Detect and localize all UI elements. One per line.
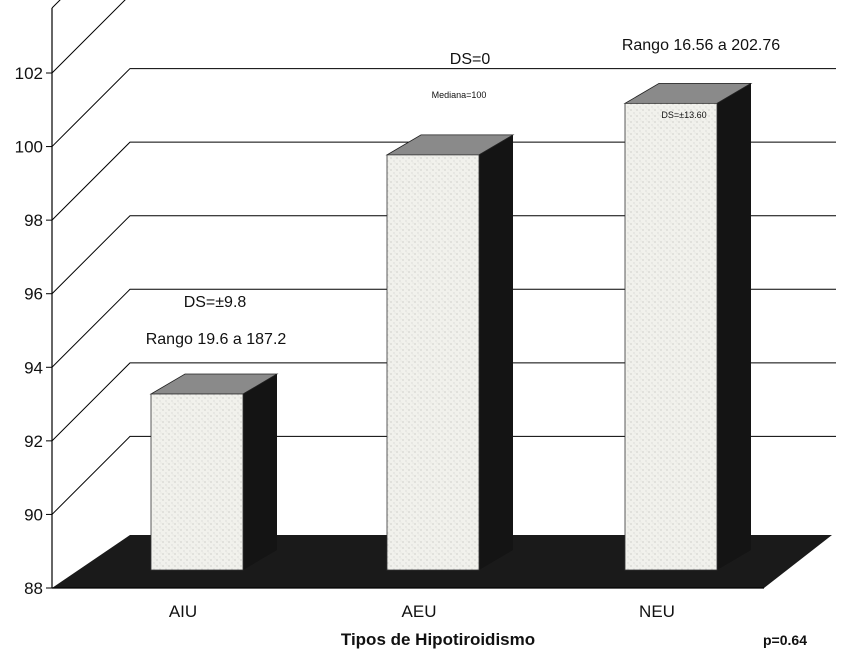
gridline [51, 0, 61, 9]
gridline [51, 215, 836, 295]
bar-side-face [479, 134, 513, 570]
x-tick-label: AIU [169, 602, 197, 621]
gridline [51, 0, 126, 74]
gridline [51, 435, 836, 515]
data-annotation: Rango 19.6 a 187.2 [146, 331, 287, 348]
y-tick-label: 96 [24, 285, 43, 304]
x-tick-labels: AIU AEU NEU [169, 602, 675, 621]
bar [150, 393, 244, 571]
y-tick-label: 100 [15, 138, 43, 157]
gridline [51, 288, 836, 368]
y-tick-label: 94 [24, 358, 43, 377]
data-annotation: Rango 16.56 a 202.76 [622, 37, 780, 54]
annotations: DS=±9.8 Rango 19.6 a 187.2 DS=0 Mediana=100… [146, 37, 781, 348]
data-annotation: DS=±13.60 [661, 110, 706, 120]
data-annotation: DS=±9.8 [184, 294, 247, 311]
grid-lines [51, 0, 836, 515]
bars [149, 82, 753, 571]
y-tick-label: 88 [24, 579, 43, 598]
data-annotation: Mediana=100 [432, 90, 487, 100]
bar [386, 154, 480, 571]
y-axis: 88 90 92 94 96 98 100 102 [15, 8, 53, 598]
gridline [51, 362, 836, 442]
gridline [51, 68, 836, 147]
bar [624, 102, 718, 571]
x-axis-label: Tipos de Hipotiroidismo [341, 630, 535, 649]
y-tick-label: 92 [24, 432, 43, 451]
bar-side-face [717, 83, 751, 571]
bar-side-face [243, 374, 277, 570]
data-annotation: DS=0 [450, 51, 491, 68]
y-tick-label: 90 [24, 505, 43, 524]
y-tick-label: 98 [24, 211, 43, 230]
x-tick-label: NEU [639, 602, 675, 621]
gridline [51, 141, 836, 221]
p-value-footnote: p=0.64 [763, 632, 807, 648]
y-tick-label: 102 [15, 64, 43, 83]
x-tick-label: AEU [402, 602, 437, 621]
